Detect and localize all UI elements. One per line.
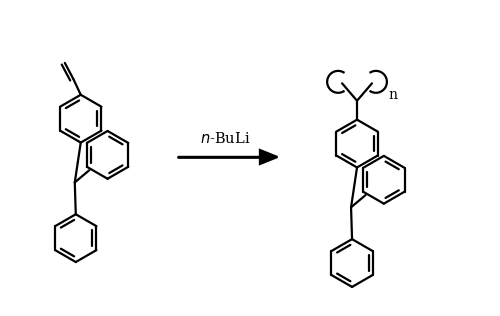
FancyArrow shape (178, 150, 278, 164)
Text: $n$-BuLi: $n$-BuLi (200, 131, 250, 146)
Text: n: n (389, 88, 398, 102)
